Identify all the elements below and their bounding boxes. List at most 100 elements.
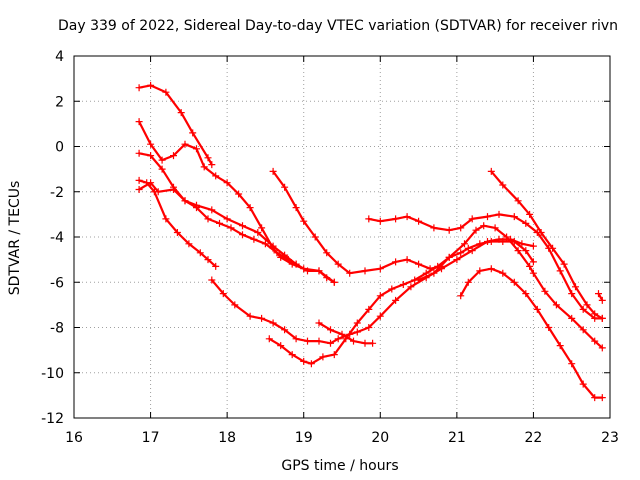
data-point — [537, 229, 545, 236]
data-point — [376, 265, 384, 273]
data-point — [292, 260, 300, 268]
data-point — [323, 249, 331, 257]
y-axis-label: SDTVAR / TECUs — [7, 181, 23, 296]
data-point — [162, 215, 170, 223]
data-point — [288, 351, 296, 359]
y-tick-label: -12 — [41, 411, 64, 427]
data-point — [361, 339, 369, 347]
data-point — [595, 290, 602, 298]
data-point — [415, 217, 423, 225]
data-point — [464, 278, 472, 286]
data-point — [591, 310, 599, 318]
series-track-12 — [457, 265, 606, 402]
data-point — [430, 269, 438, 277]
data-point — [472, 226, 480, 234]
series-track-14 — [595, 290, 606, 304]
series-track-8 — [265, 238, 537, 368]
data-point — [300, 357, 308, 365]
data-point — [445, 226, 453, 234]
data-point — [361, 267, 369, 275]
data-point — [353, 319, 361, 327]
data-point — [430, 224, 438, 232]
x-tick-label: 17 — [142, 430, 160, 446]
data-point — [457, 224, 465, 232]
data-point — [200, 163, 208, 171]
series-track-9 — [315, 319, 377, 347]
data-point — [292, 204, 300, 212]
data-point — [526, 210, 534, 218]
data-point — [319, 353, 327, 361]
data-point — [216, 219, 223, 227]
data-point — [208, 161, 216, 169]
data-point — [510, 213, 518, 221]
data-point — [330, 351, 338, 359]
data-point — [480, 222, 488, 230]
data-point — [181, 140, 189, 148]
data-point — [227, 224, 235, 232]
data-point — [177, 109, 185, 117]
data-point — [269, 319, 277, 327]
data-point — [487, 238, 495, 245]
data-point — [219, 290, 227, 298]
data-point — [365, 324, 373, 331]
data-point — [529, 258, 537, 266]
grid — [74, 56, 610, 418]
data-point — [376, 312, 384, 320]
data-point — [510, 238, 518, 245]
data-point — [568, 360, 576, 368]
data-point — [135, 149, 143, 157]
data-point — [403, 213, 411, 221]
data-point — [338, 330, 346, 338]
series-line — [138, 120, 336, 284]
data-point — [499, 181, 507, 189]
data-point — [598, 296, 606, 304]
data-point — [208, 276, 216, 284]
data-point — [281, 251, 289, 259]
data-point — [327, 339, 334, 347]
data-point — [468, 247, 476, 255]
y-tick-label: -4 — [50, 230, 64, 246]
data-point — [476, 267, 484, 275]
data-point — [193, 201, 200, 209]
data-point — [503, 233, 511, 241]
data-point — [529, 242, 537, 250]
data-point — [399, 281, 407, 288]
data-point — [323, 274, 331, 282]
data-point — [304, 337, 311, 345]
chart-title: Day 339 of 2022, Sidereal Day-to-day VTE… — [58, 18, 618, 34]
series-line — [367, 213, 604, 320]
data-point — [579, 380, 587, 388]
data-point — [598, 344, 606, 352]
series-track-5 — [135, 179, 338, 286]
data-point — [281, 326, 289, 334]
data-point — [246, 204, 254, 212]
data-point — [346, 269, 354, 277]
y-tick-label: 2 — [55, 94, 64, 110]
data-point — [231, 301, 239, 309]
data-point — [135, 176, 143, 184]
data-point — [476, 240, 484, 248]
data-point — [193, 145, 200, 153]
data-point — [392, 258, 400, 266]
data-point — [239, 231, 246, 239]
data-point — [311, 233, 319, 241]
data-point — [510, 278, 518, 286]
data-point — [173, 229, 181, 236]
data-point — [415, 260, 423, 268]
data-point — [196, 249, 204, 257]
series-track-11 — [415, 222, 606, 352]
data-point — [484, 213, 491, 221]
data-point — [277, 342, 285, 350]
data-point — [258, 314, 266, 322]
data-point — [365, 305, 373, 313]
data-point — [499, 269, 507, 277]
series-track-3 — [135, 149, 300, 268]
data-point — [261, 240, 269, 248]
x-tick-label: 16 — [65, 430, 83, 446]
data-point — [258, 224, 266, 232]
series-track-4 — [135, 176, 220, 270]
data-point — [334, 335, 342, 343]
data-point — [330, 278, 338, 286]
data-point — [457, 292, 465, 300]
data-point — [369, 339, 377, 347]
